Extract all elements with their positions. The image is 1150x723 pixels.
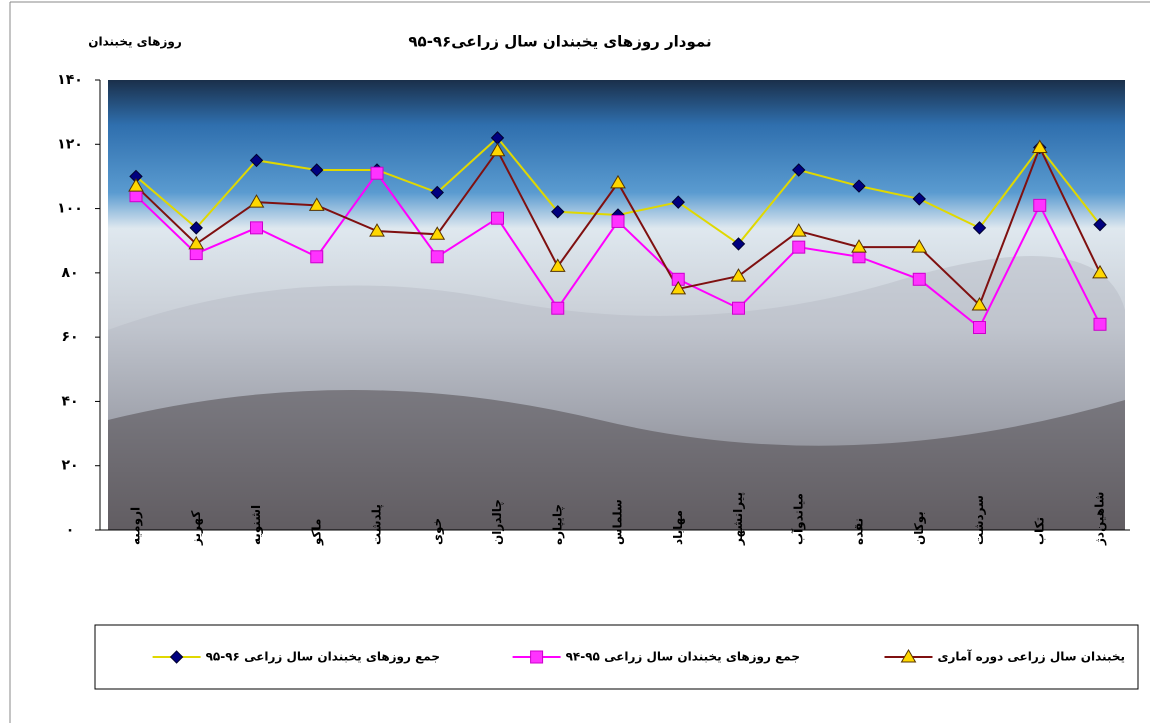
y-tick-label: ۱۴۰ bbox=[57, 72, 83, 88]
mountain bbox=[108, 390, 1125, 530]
x-tick-label: اشنویه bbox=[249, 505, 264, 545]
point bbox=[1031, 139, 1048, 153]
point bbox=[310, 163, 324, 177]
x-tick-label: پیرانشهر bbox=[731, 492, 745, 546]
point bbox=[128, 178, 144, 192]
x-tick-label: خوی bbox=[430, 518, 445, 545]
point bbox=[792, 240, 806, 254]
legend-label: یخبندان سال زراعی دوره آماری bbox=[938, 649, 1126, 665]
point bbox=[308, 197, 325, 211]
point bbox=[1093, 217, 1107, 232]
point bbox=[491, 211, 504, 225]
chart-title: نمودار روزهای یخبندان سال زراعی۹۶-۹۵ bbox=[408, 33, 711, 51]
point bbox=[189, 221, 203, 235]
y-tick-label: ۱۲۰ bbox=[57, 136, 83, 152]
point bbox=[971, 297, 988, 311]
point bbox=[1092, 264, 1108, 279]
point bbox=[852, 179, 866, 193]
point bbox=[369, 223, 385, 237]
y-tick-label: ۲۰ bbox=[61, 458, 78, 474]
x-tick-label: کهریز bbox=[189, 511, 203, 546]
y-tick-label: ۰ bbox=[66, 522, 75, 538]
point bbox=[370, 166, 384, 180]
point bbox=[610, 174, 626, 189]
point bbox=[912, 272, 926, 286]
point bbox=[1033, 198, 1047, 212]
x-tick-label: پلدشت bbox=[370, 504, 384, 545]
y-tick-label: ۶۰ bbox=[61, 329, 78, 345]
x-tick-label: مهاباد bbox=[671, 510, 685, 545]
point bbox=[551, 301, 565, 315]
legend bbox=[94, 624, 1139, 690]
point bbox=[248, 194, 265, 208]
x-tick-label: میاندوآب bbox=[790, 493, 806, 545]
point bbox=[430, 250, 444, 264]
point bbox=[912, 192, 926, 206]
point bbox=[792, 163, 806, 177]
point bbox=[310, 250, 324, 264]
point bbox=[851, 239, 867, 253]
y-axis-label: روزهای یخبندان bbox=[88, 35, 182, 50]
x-tick-label: شاهین‌دژ bbox=[1093, 492, 1107, 546]
y-tick-label: ۴۰ bbox=[61, 393, 78, 409]
legend-marker bbox=[530, 650, 544, 664]
point bbox=[549, 258, 566, 272]
point bbox=[188, 235, 205, 250]
point bbox=[732, 301, 745, 315]
point bbox=[551, 205, 565, 219]
x-tick-label: ارومیه bbox=[129, 507, 144, 545]
point bbox=[911, 239, 928, 253]
point bbox=[1093, 317, 1107, 331]
legend-marker bbox=[900, 649, 917, 663]
x-tick-label: ماکو bbox=[309, 519, 324, 546]
point bbox=[250, 221, 263, 235]
x-tick-label: چایپاره bbox=[550, 504, 564, 545]
legend-label: جمع روزهای یخبندان سال زراعی ۹۶-۹۵ bbox=[206, 650, 440, 665]
y-tick-label: ۸۰ bbox=[61, 265, 78, 281]
point bbox=[429, 226, 446, 240]
legend-label: جمع روزهای یخبندان سال زراعی ۹۵-۹۴ bbox=[566, 650, 800, 665]
x-tick-label: نقده bbox=[852, 518, 866, 545]
x-tick-label: بوکان bbox=[912, 511, 927, 545]
point bbox=[670, 280, 687, 295]
x-tick-label: تکاب bbox=[1032, 517, 1046, 545]
point bbox=[972, 221, 987, 235]
point bbox=[611, 214, 625, 228]
point bbox=[973, 321, 986, 334]
point bbox=[430, 185, 444, 200]
point bbox=[671, 195, 685, 209]
point bbox=[790, 223, 807, 237]
x-tick-label: سردشت bbox=[972, 495, 986, 545]
point bbox=[730, 268, 747, 282]
y-tick-label: ۱۰۰ bbox=[57, 201, 83, 217]
x-tick-label: چالدران bbox=[490, 499, 504, 545]
legend-marker bbox=[169, 650, 184, 664]
point bbox=[489, 142, 506, 157]
x-tick-label: سلماس bbox=[611, 499, 625, 545]
point bbox=[731, 237, 746, 251]
point bbox=[249, 153, 264, 168]
